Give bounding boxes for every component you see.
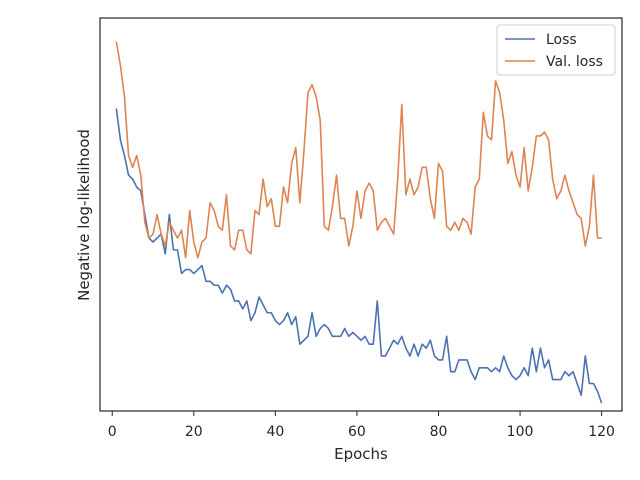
series-layer (115, 41, 603, 404)
y-axis-label: Negative log-likelihood (75, 129, 93, 301)
plot-area (99, 17, 623, 412)
x-tick-label: 120 (588, 424, 615, 440)
legend-frame (496, 24, 616, 76)
x-tick-label: 40 (266, 424, 284, 440)
x-axis-ticks: 0 20 40 60 80 100 120 (108, 411, 615, 440)
x-tick-label: 80 (430, 424, 448, 440)
series-line-loss (115, 108, 603, 404)
plot-frame (99, 17, 623, 412)
legend: Loss Val. loss (496, 24, 616, 76)
legend-label-loss: Loss (546, 32, 577, 48)
x-tick-label: 0 (108, 424, 117, 440)
legend-label-val-loss: Val. loss (546, 54, 603, 70)
x-tick-label: 100 (507, 424, 534, 440)
series-line-val-loss (115, 41, 602, 259)
x-tick-label: 20 (185, 424, 203, 440)
x-tick-label: 60 (348, 424, 366, 440)
x-axis-label: Epochs (334, 445, 388, 463)
